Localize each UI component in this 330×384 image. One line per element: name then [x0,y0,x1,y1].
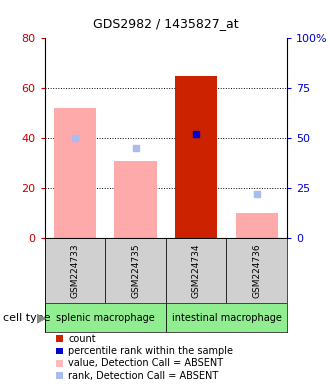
Text: GSM224736: GSM224736 [252,243,261,298]
Text: GSM224733: GSM224733 [70,243,80,298]
Text: percentile rank within the sample: percentile rank within the sample [68,346,233,356]
Bar [45,303,166,332]
Bar [54,108,96,238]
Text: splenic macrophage: splenic macrophage [56,313,154,323]
Bar [236,213,278,238]
Bar [105,238,166,303]
Bar [166,303,287,332]
Text: intestinal macrophage: intestinal macrophage [172,313,281,323]
Text: value, Detection Call = ABSENT: value, Detection Call = ABSENT [68,358,223,368]
Bar [226,238,287,303]
Text: GSM224735: GSM224735 [131,243,140,298]
Text: ▶: ▶ [37,311,47,324]
Bar [175,76,217,238]
Text: count: count [68,334,96,344]
Text: GDS2982 / 1435827_at: GDS2982 / 1435827_at [93,17,239,30]
Text: cell type: cell type [3,313,51,323]
Bar [45,238,105,303]
Text: rank, Detection Call = ABSENT: rank, Detection Call = ABSENT [68,371,218,381]
Bar [166,238,226,303]
Text: GSM224734: GSM224734 [192,243,201,298]
Bar [114,161,157,238]
